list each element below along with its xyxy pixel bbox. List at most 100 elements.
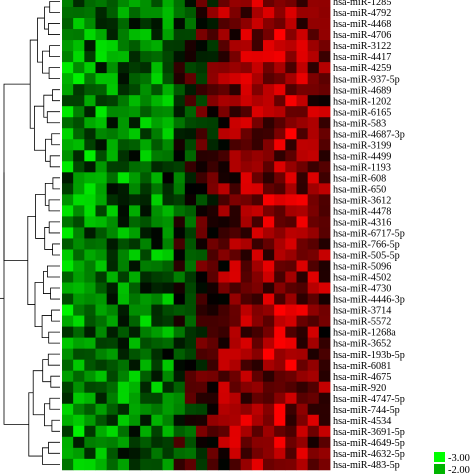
heatmap-cell — [106, 392, 119, 405]
heatmap-cell — [162, 348, 175, 361]
heatmap-cell — [196, 161, 208, 173]
heatmap-cell — [263, 194, 275, 206]
heatmap-cell — [84, 260, 96, 272]
heatmap-cell — [285, 150, 297, 162]
dendrogram-branch — [42, 50, 50, 74]
heatmap-cell — [151, 18, 163, 30]
heatmap-cell — [117, 128, 130, 140]
heatmap-cell — [173, 403, 186, 416]
heatmap-cell — [285, 315, 297, 327]
heatmap-cell — [140, 282, 152, 294]
heatmap-cell — [196, 216, 208, 228]
heatmap-cell — [129, 381, 141, 394]
heatmap-cell — [196, 249, 208, 261]
heatmap-cell — [307, 183, 320, 195]
heatmap-cell — [162, 216, 175, 228]
heatmap-cell — [140, 139, 152, 151]
heatmap-cell — [173, 425, 186, 438]
heatmap-cell — [307, 194, 320, 206]
heatmap-cell — [218, 238, 230, 250]
heatmap-cell — [84, 370, 96, 383]
heatmap-cell — [318, 7, 331, 19]
heatmap-cell — [173, 172, 186, 184]
heatmap-cell — [129, 436, 141, 449]
heatmap-cell — [95, 326, 108, 339]
heatmap-cell — [296, 194, 309, 206]
heatmap-cell — [117, 293, 130, 305]
heatmap-cell — [117, 392, 130, 405]
heatmap-cell — [162, 458, 175, 471]
heatmap-cell — [207, 414, 219, 427]
heatmap-cell — [84, 436, 96, 449]
heatmap-cell — [129, 84, 141, 96]
heatmap-cell — [140, 62, 152, 74]
heatmap-cell — [151, 128, 163, 140]
heatmap-cell — [106, 348, 119, 361]
heatmap-cell — [307, 425, 320, 438]
heatmap-cell — [129, 260, 141, 272]
row-label: hsa-miR-4792 — [333, 8, 391, 19]
heatmap-cell — [173, 249, 186, 261]
heatmap-cell — [95, 0, 108, 8]
heatmap-cell — [73, 326, 85, 339]
heatmap-cell — [263, 227, 275, 239]
heatmap-cell — [318, 62, 331, 74]
heatmap-cell — [162, 293, 175, 305]
heatmap-cell — [196, 106, 208, 118]
heatmap-cell — [184, 359, 197, 372]
heatmap-cell — [240, 172, 253, 184]
heatmap-cell — [296, 403, 309, 416]
dendrogram-branch — [3, 83, 31, 261]
heatmap-cell — [84, 392, 96, 405]
heatmap-cell — [151, 139, 163, 151]
heatmap-cell — [173, 447, 186, 460]
heatmap-cell — [106, 73, 119, 85]
heatmap-cell — [218, 425, 230, 438]
heatmap-cell — [95, 348, 108, 361]
heatmap-cell — [117, 29, 130, 41]
heatmap-cell — [307, 95, 320, 107]
heatmap-cell — [84, 458, 96, 471]
dendrogram-branch — [42, 359, 51, 383]
heatmap-cell — [218, 62, 230, 74]
heatmap-cell — [140, 315, 152, 327]
heatmap-cell — [162, 194, 175, 206]
heatmap-cell — [162, 260, 175, 272]
heatmap-cell — [207, 359, 219, 372]
heatmap-cell — [129, 106, 141, 118]
heatmap-cell — [95, 128, 108, 140]
heatmap-cell — [62, 381, 74, 394]
dendrogram-branch — [48, 67, 60, 80]
heatmap-cell — [307, 84, 320, 96]
heatmap-cell — [184, 62, 197, 74]
heatmap-cell — [62, 304, 74, 316]
heatmap-cell — [73, 348, 85, 361]
heatmap-cell — [117, 183, 130, 195]
heatmap-cell — [263, 0, 275, 8]
heatmap-cell — [263, 359, 275, 372]
heatmap-cell — [140, 183, 152, 195]
heatmap-cell — [296, 326, 309, 339]
heatmap-cell — [263, 238, 275, 250]
dendrogram-branch — [49, 1, 60, 13]
heatmap-cell — [318, 447, 331, 460]
heatmap-cell — [318, 414, 331, 427]
heatmap-cell — [140, 40, 152, 52]
heatmap-cell — [196, 205, 208, 217]
heatmap-cell — [240, 414, 253, 427]
heatmap-cell — [229, 194, 242, 206]
heatmap-cell — [318, 150, 331, 162]
heatmap-cell — [184, 18, 197, 30]
heatmap-cell — [151, 392, 163, 405]
heatmap-cell — [84, 326, 96, 339]
heatmap-cell — [62, 150, 74, 162]
heatmap-cell — [84, 249, 96, 261]
heatmap-cell — [117, 227, 130, 239]
heatmap-cell — [95, 117, 108, 129]
heatmap-cell — [184, 227, 197, 239]
heatmap-cell — [162, 51, 175, 63]
heatmap-cell — [207, 348, 219, 361]
heatmap-cell — [184, 249, 197, 261]
heatmap-cell — [307, 40, 320, 52]
heatmap-cell — [117, 370, 130, 383]
